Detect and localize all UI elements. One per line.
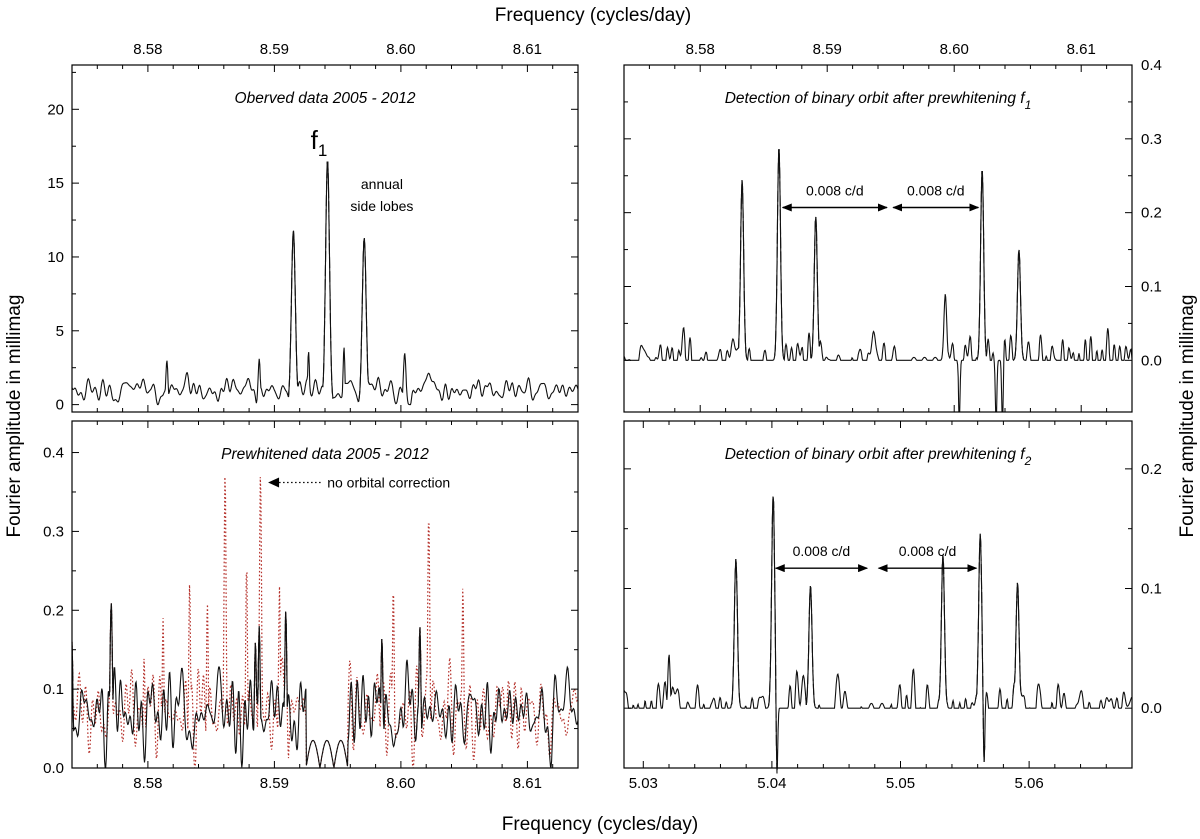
panel-binary-f1: 8.58 8.59 8.60 8.61 0.0 0.1 0.2 0.3 0.4 Detection…: [623, 41, 1162, 413]
peak-dash-overlay: [937, 555, 948, 704]
distance-label: 0.008 c/d: [907, 182, 965, 198]
peak-dash-overlay: [774, 149, 784, 356]
y-tick-label: 10: [47, 249, 64, 266]
peak-dash-overlay: [767, 496, 779, 774]
y-tick-label: 0.0: [43, 760, 64, 777]
distance-label: 0.008 c/d: [793, 543, 851, 559]
panel-title: Prewhitened data 2005 - 2012: [221, 446, 429, 463]
series-line-amplitude: [624, 496, 1132, 768]
peak-dash-overlay: [1012, 582, 1023, 697]
peak-dash-overlay: [282, 611, 290, 707]
y-tick-label: 0.1: [1141, 581, 1162, 598]
peak-dash-overlay: [730, 559, 741, 706]
y-tick-label: 20: [47, 101, 64, 118]
annotation-annual: annual: [361, 176, 403, 192]
x-tick-label: 8.61: [513, 41, 542, 58]
y-tick-label: 0.1: [43, 681, 64, 698]
x-tick-label: 8.59: [813, 41, 842, 58]
series-line-amplitude: [624, 149, 1132, 412]
x-tick-label: 8.60: [386, 41, 415, 58]
y-tick-label: 0.0: [1141, 352, 1162, 369]
legend-text-no-orbital-correction: no orbital correction: [327, 475, 450, 491]
panel-title-subscript: 2: [1024, 454, 1032, 468]
x-tick-label: 8.60: [386, 775, 415, 792]
y-tick-label: 15: [47, 175, 64, 192]
y-tick-label: 0.4: [1141, 57, 1162, 74]
left-yaxis-title: Fourier amplitude in millimag: [4, 295, 25, 538]
peak-dash-overlay: [975, 533, 986, 763]
panel-title-subscript: 1: [1025, 98, 1032, 112]
peak-dash-overlay: [805, 585, 816, 706]
x-tick-label: 8.60: [940, 41, 969, 58]
panel-prewhitened: 8.58 8.59 8.60 8.61 0.0 0.1 0.2 0.3 0.4 Prewhiten…: [43, 420, 579, 792]
peak-dash-overlay: [357, 238, 371, 402]
y-tick-label: 0.4: [43, 445, 64, 462]
panel-observed: 8.58 8.59 8.60 8.61 0 5 10 15 20 Oberved data 200…: [47, 41, 579, 414]
peak-dash-overlay: [977, 171, 987, 357]
panel-title: Oberved data 2005 - 2012: [235, 90, 416, 107]
y-tick-label: 0.2: [43, 602, 64, 619]
y-tick-label: 0.2: [1141, 205, 1162, 222]
annotation-side-lobes: side lobes: [350, 198, 413, 214]
peak-dash-overlay: [321, 161, 334, 399]
axes-frame: [623, 420, 1133, 769]
peak-dash-overlay: [286, 230, 300, 398]
x-tick-label: 8.58: [686, 41, 715, 58]
peak-dash-overlay: [416, 627, 424, 731]
right-yaxis-title: Fourier amplitude in millimag: [1177, 295, 1198, 538]
peak-dash-overlay: [106, 603, 115, 715]
axes-frame: [71, 64, 579, 413]
y-tick-label: 0.0: [1141, 700, 1162, 717]
x-tick-label: 5.04: [757, 775, 786, 792]
y-tick-label: 0.3: [1141, 131, 1162, 148]
x-tick-label: 5.03: [629, 775, 658, 792]
y-tick-label: 0.2: [1141, 461, 1162, 478]
peak-dash-overlay: [1014, 249, 1025, 360]
panel-binary-f2: 5.03 5.04 5.05 5.06 0.0 0.1 0.2 Detection of bi…: [623, 420, 1162, 792]
distance-label: 0.008 c/d: [899, 543, 957, 559]
y-tick-label: 5: [56, 323, 64, 340]
y-tick-label: 0: [56, 397, 64, 414]
peak-dash-overlay: [737, 180, 748, 358]
y-tick-label: 0.1: [1141, 278, 1162, 295]
peak-label-subscript: 1: [318, 141, 327, 160]
x-tick-label: 8.61: [1067, 41, 1096, 58]
bottom-xaxis-title: Frequency (cycles/day): [502, 814, 698, 835]
panel-title: Detection of binary orbit after prewhite…: [725, 90, 1032, 112]
distance-label: 0.008 c/d: [806, 182, 864, 198]
peak-dash-overlay: [251, 642, 260, 731]
x-tick-label: 8.61: [513, 775, 542, 792]
x-tick-label: 8.58: [133, 775, 162, 792]
x-tick-label: 8.59: [260, 775, 289, 792]
x-tick-label: 5.06: [1015, 775, 1044, 792]
axes-frame: [71, 420, 579, 769]
legend-arrowhead: [268, 477, 280, 488]
peak-dash-overlay: [810, 216, 821, 358]
series-line-no-orbital-correction: [72, 477, 578, 768]
x-tick-label: 8.58: [133, 41, 162, 58]
peak-dash-overlay: [378, 638, 386, 730]
top-xaxis-title: Frequency (cycles/day): [495, 5, 691, 26]
x-tick-label: 8.59: [260, 41, 289, 58]
y-tick-label: 0.3: [43, 523, 64, 540]
x-tick-label: 5.05: [886, 775, 915, 792]
peak-label-f1: f1: [311, 125, 328, 160]
series-line-amplitude: [72, 603, 578, 768]
panel-title: Detection of binary orbit after prewhite…: [725, 446, 1032, 468]
